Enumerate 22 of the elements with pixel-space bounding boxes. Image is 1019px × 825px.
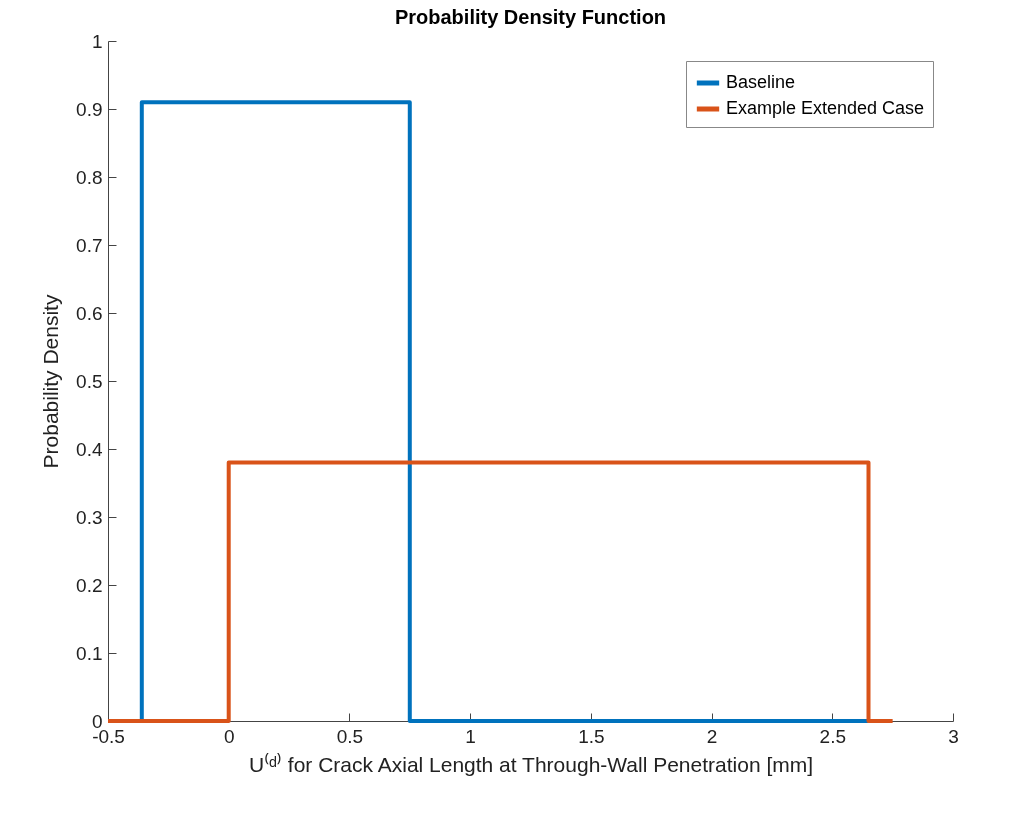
- x-tick-label: 0: [223, 725, 235, 747]
- x-tick-label: 1.5: [578, 725, 605, 747]
- legend-label: Baseline: [726, 72, 796, 92]
- x-tick-label: 1: [465, 725, 476, 747]
- x-tick-label: 2.5: [819, 725, 846, 747]
- y-tick-label: 0.8: [76, 166, 103, 188]
- y-tick-label: 0.1: [76, 642, 103, 664]
- y-tick-label: 0.4: [76, 438, 103, 460]
- chart-title: Probability Density Function: [394, 6, 667, 28]
- y-tick-label: 0.2: [76, 574, 103, 596]
- y-tick-label: 1: [91, 30, 103, 52]
- x-tick-label: 0.5: [336, 725, 364, 747]
- y-tick-label: 0.6: [76, 302, 103, 324]
- x-tick-label: 2: [706, 725, 718, 747]
- y-tick-label: 0.9: [76, 98, 103, 120]
- x-axis-title: U⁽ᵈ⁾ for Crack Axial Length at Through-Wall Penetration [mm]: [248, 751, 814, 776]
- legend-label: Example Extended Case: [726, 98, 925, 118]
- x-tick-label: 3: [948, 725, 959, 747]
- y-tick-label: 0.3: [76, 506, 103, 528]
- y-tick-label: 0.5: [76, 370, 103, 392]
- y-tick-label: 0.7: [76, 234, 103, 256]
- y-axis-title: Probability Density: [39, 294, 63, 469]
